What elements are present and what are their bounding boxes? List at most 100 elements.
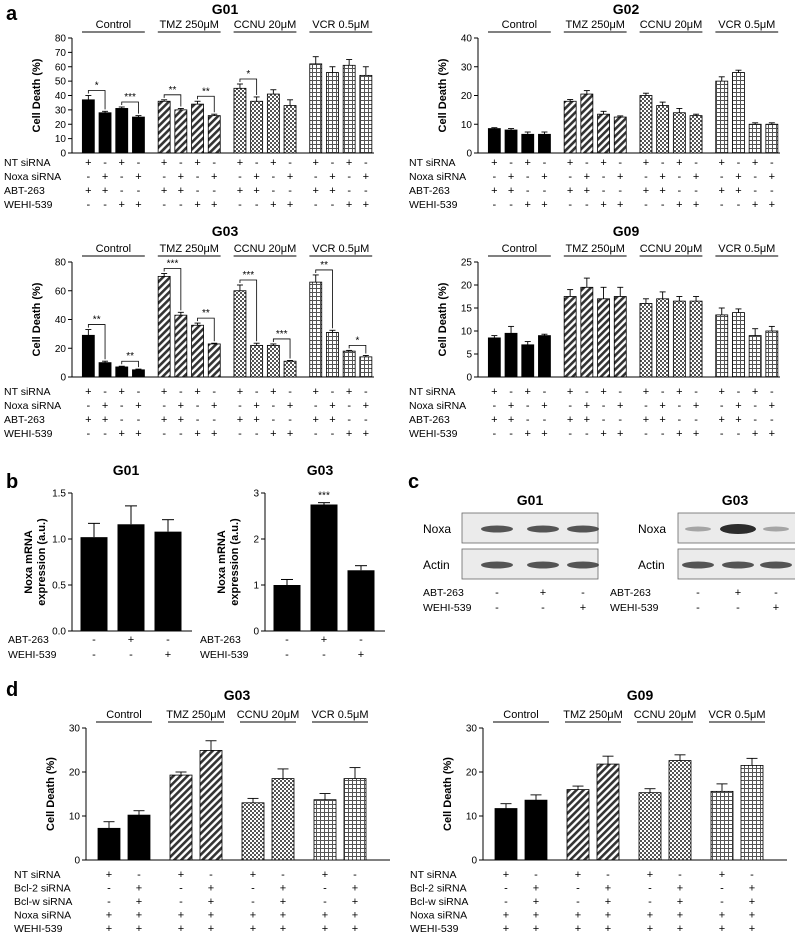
sign-1: + <box>749 883 755 895</box>
sign-0: + <box>194 386 200 398</box>
y-axis-label-line: Noxa mRNA <box>23 530 35 594</box>
sign-1: + <box>541 171 547 183</box>
bar-0-1 <box>98 112 112 154</box>
row-label: ABT-263 <box>409 414 450 426</box>
sign-3: + <box>194 428 200 440</box>
blot-band <box>763 526 789 532</box>
group-label: Control <box>96 243 131 255</box>
sign-0: - <box>137 386 141 398</box>
sign-0: - <box>255 386 259 398</box>
blot-band <box>567 525 599 533</box>
sign-2: - <box>323 896 327 908</box>
sign-0: + <box>161 386 167 398</box>
y-axis-label: Noxa mRNAexpression (a.u.) <box>23 518 48 606</box>
sign-3: + <box>541 428 547 440</box>
sign-3: + <box>769 428 775 440</box>
sign-2: - <box>288 185 292 197</box>
sign-1: - <box>568 400 572 412</box>
sign-0: - <box>103 157 107 169</box>
sign-0: + <box>643 157 649 169</box>
bar-3-1 <box>326 332 339 378</box>
bar-2-1 <box>250 344 264 378</box>
sign-3: + <box>136 910 142 922</box>
bar-3-1 <box>732 72 745 154</box>
bar-1-1 <box>580 286 594 378</box>
sign-0: + <box>567 386 573 398</box>
sign-4: + <box>749 923 755 935</box>
sign-2: + <box>178 414 184 426</box>
significance-bracket <box>239 78 258 95</box>
sign-3: - <box>737 428 741 440</box>
significance-bracket <box>121 360 139 368</box>
y-tick-label: 0 <box>253 627 259 638</box>
sign-1: - <box>285 649 289 661</box>
bar-2-1 <box>656 105 670 154</box>
sign-1: - <box>568 171 572 183</box>
sign-0: - <box>212 157 216 169</box>
row-label: WEHI-539 <box>8 649 57 661</box>
sign-3: - <box>661 428 665 440</box>
bar-2-0 <box>639 302 653 378</box>
bar-3-3 <box>359 74 373 154</box>
chart-title: G03 <box>307 462 334 478</box>
sign-1: - <box>602 400 606 412</box>
sign-0: - <box>678 869 682 881</box>
sign-2: - <box>212 414 216 426</box>
sign-1: - <box>504 883 508 895</box>
bar-0-0 <box>494 808 518 861</box>
sign-3: + <box>322 910 328 922</box>
sign-2: - <box>272 185 276 197</box>
sign-0: + <box>719 386 725 398</box>
significance-bracket <box>315 269 333 329</box>
sign-4: + <box>719 923 725 935</box>
sign-0: + <box>491 386 497 398</box>
y-axis-label: Cell Death (%) <box>437 58 449 132</box>
bar-2-3 <box>283 360 297 378</box>
bar-1-0 <box>169 774 193 861</box>
significance-stars: *** <box>124 92 136 103</box>
sign-2: + <box>567 414 573 426</box>
y-axis-label-line: Noxa mRNA <box>216 530 228 594</box>
sign-3: + <box>270 199 276 211</box>
sign-2: - <box>602 414 606 426</box>
sign-2: - <box>543 414 547 426</box>
blot-band <box>527 525 559 533</box>
sign-3: + <box>600 199 606 211</box>
sign-0: - <box>179 386 183 398</box>
sign-3: + <box>677 910 683 922</box>
sign-1: - <box>526 400 530 412</box>
sign-1: - <box>238 400 242 412</box>
sign-1: - <box>92 649 96 661</box>
significance-bracket <box>197 317 215 342</box>
sign-2: + <box>659 414 665 426</box>
sign-1: - <box>87 400 91 412</box>
blot-title: G03 <box>722 492 749 508</box>
row-label: ABT-263 <box>610 587 651 599</box>
y-tick-label: 10 <box>55 134 67 145</box>
significance-stars: ** <box>93 315 101 326</box>
sign-0: - <box>585 157 589 169</box>
sign-2: + <box>253 185 259 197</box>
y-tick-label: 1 <box>253 581 259 592</box>
bar-1-1 <box>174 109 188 154</box>
sign-2: + <box>584 414 590 426</box>
sign-2: + <box>161 185 167 197</box>
sign-3: + <box>541 199 547 211</box>
sign-2: + <box>719 414 725 426</box>
sign-3: - <box>314 428 318 440</box>
sign-3: - <box>255 428 259 440</box>
sign-1: - <box>576 883 580 895</box>
sign-4: + <box>647 923 653 935</box>
row-label: Noxa siRNA <box>409 400 466 412</box>
sign-2: + <box>237 185 243 197</box>
group-label: VCR 0.5μM <box>718 243 775 255</box>
group-label: TMZ 250μM <box>159 19 219 31</box>
y-tick-label: 1.5 <box>52 489 66 500</box>
sign-3: + <box>503 910 509 922</box>
sign-0: - <box>750 869 754 881</box>
sign-3: + <box>208 910 214 922</box>
y-tick-label: 20 <box>461 91 473 102</box>
sign-3: - <box>331 428 335 440</box>
significance-stars: ** <box>320 260 328 271</box>
